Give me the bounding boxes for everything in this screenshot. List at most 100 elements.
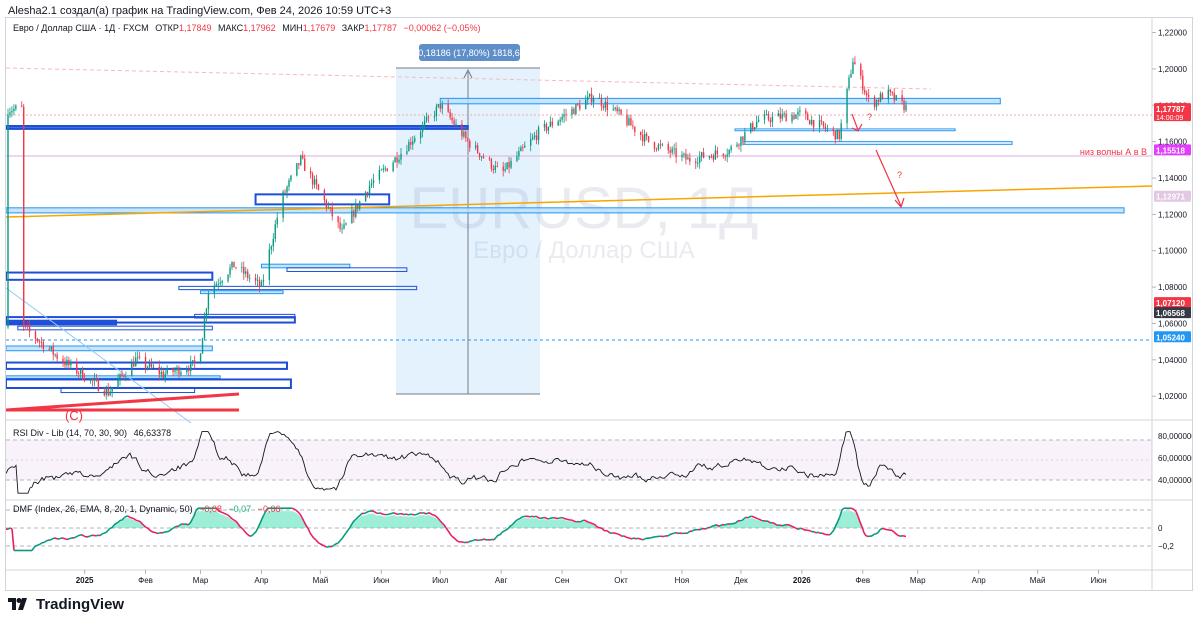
candle[interactable] bbox=[64, 357, 66, 369]
candle[interactable] bbox=[632, 120, 634, 130]
candle[interactable] bbox=[355, 198, 357, 219]
candle[interactable] bbox=[889, 89, 891, 96]
candle[interactable] bbox=[172, 367, 174, 377]
candle[interactable] bbox=[203, 312, 206, 340]
candle[interactable] bbox=[193, 355, 196, 370]
candle[interactable] bbox=[645, 132, 648, 141]
rsi-line[interactable] bbox=[6, 431, 907, 494]
candle[interactable] bbox=[233, 261, 235, 268]
candle[interactable] bbox=[370, 178, 373, 189]
zone-rectangle[interactable] bbox=[6, 319, 118, 326]
candle[interactable] bbox=[659, 139, 662, 150]
candle[interactable] bbox=[439, 103, 441, 113]
candle[interactable] bbox=[879, 91, 882, 103]
candle[interactable] bbox=[797, 108, 799, 120]
wave-note-label[interactable]: низ волны А в В bbox=[1080, 147, 1147, 157]
candle[interactable] bbox=[667, 141, 669, 155]
candle[interactable] bbox=[862, 69, 864, 95]
red-arrow-1-mark[interactable]: ? bbox=[867, 112, 872, 122]
candle[interactable] bbox=[793, 112, 795, 121]
candle[interactable] bbox=[628, 114, 630, 126]
candle[interactable] bbox=[887, 84, 890, 104]
candle[interactable] bbox=[708, 155, 711, 160]
candle[interactable] bbox=[243, 261, 245, 280]
candle[interactable] bbox=[791, 112, 793, 124]
candle[interactable] bbox=[643, 129, 646, 146]
candle[interactable] bbox=[80, 368, 82, 380]
candle[interactable] bbox=[453, 117, 455, 127]
candle[interactable] bbox=[783, 111, 785, 118]
candle[interactable] bbox=[474, 141, 477, 151]
candle[interactable] bbox=[133, 356, 135, 368]
candle[interactable] bbox=[158, 360, 161, 381]
candle[interactable] bbox=[455, 118, 457, 127]
candle[interactable] bbox=[229, 264, 231, 278]
candle[interactable] bbox=[419, 126, 422, 144]
chart-canvas[interactable]: EURUSD, 1Д Евро / Доллар США 0,18186 (17… bbox=[5, 18, 1196, 590]
candle[interactable] bbox=[726, 148, 728, 163]
candle[interactable] bbox=[675, 142, 677, 164]
zone-rectangle[interactable] bbox=[6, 125, 469, 130]
zone-rectangle[interactable] bbox=[200, 290, 284, 295]
candle[interactable] bbox=[518, 146, 520, 161]
candle[interactable] bbox=[227, 274, 229, 283]
chart-legend[interactable]: Евро / Доллар США · 1Д · FXCM ОТКР1,1784… bbox=[13, 23, 481, 33]
candle[interactable] bbox=[600, 94, 603, 111]
candle[interactable] bbox=[812, 119, 815, 132]
candle[interactable] bbox=[298, 163, 300, 170]
candle[interactable] bbox=[476, 142, 479, 154]
zone-rectangle[interactable] bbox=[6, 375, 221, 379]
candle[interactable] bbox=[337, 215, 339, 229]
candle[interactable] bbox=[66, 355, 68, 370]
candle[interactable] bbox=[508, 156, 510, 174]
candle[interactable] bbox=[730, 144, 732, 153]
candle[interactable] bbox=[190, 355, 192, 376]
candle[interactable] bbox=[38, 339, 41, 348]
candle[interactable] bbox=[382, 164, 385, 173]
candle[interactable] bbox=[160, 366, 162, 381]
candle[interactable] bbox=[626, 109, 628, 128]
candle[interactable] bbox=[311, 171, 314, 190]
candle[interactable] bbox=[50, 346, 52, 352]
candle[interactable] bbox=[435, 103, 438, 122]
candle[interactable] bbox=[510, 157, 512, 170]
candle[interactable] bbox=[755, 115, 758, 129]
candle[interactable] bbox=[245, 267, 247, 278]
rsi-legend[interactable]: RSI Div - Lib (14, 70, 30, 90) 46,63378 bbox=[13, 428, 171, 438]
candle[interactable] bbox=[300, 154, 302, 167]
candle[interactable] bbox=[221, 279, 223, 287]
candle[interactable] bbox=[714, 145, 717, 160]
candle[interactable] bbox=[771, 112, 774, 128]
candle[interactable] bbox=[795, 113, 797, 120]
candle[interactable] bbox=[68, 356, 70, 370]
candle[interactable] bbox=[315, 174, 318, 190]
candle[interactable] bbox=[559, 116, 561, 126]
candle[interactable] bbox=[901, 89, 903, 105]
candle[interactable] bbox=[327, 201, 329, 210]
candle[interactable] bbox=[262, 274, 265, 287]
candle[interactable] bbox=[276, 212, 278, 228]
candle[interactable] bbox=[423, 115, 426, 130]
candle[interactable] bbox=[673, 143, 675, 155]
candle[interactable] bbox=[669, 146, 671, 159]
candle[interactable] bbox=[852, 57, 854, 75]
red-arrow-1[interactable] bbox=[851, 113, 859, 131]
candle[interactable] bbox=[186, 365, 188, 375]
candle[interactable] bbox=[480, 155, 483, 162]
candle[interactable] bbox=[620, 108, 622, 116]
candle[interactable] bbox=[437, 103, 440, 109]
candle[interactable] bbox=[579, 99, 581, 112]
candle[interactable] bbox=[341, 223, 343, 234]
candle[interactable] bbox=[304, 154, 306, 172]
candle[interactable] bbox=[421, 121, 424, 138]
candle[interactable] bbox=[95, 373, 98, 382]
candle[interactable] bbox=[410, 137, 412, 150]
candle[interactable] bbox=[406, 144, 408, 156]
candle[interactable] bbox=[757, 115, 760, 123]
candle[interactable] bbox=[630, 114, 632, 126]
pink-dashed-trendline[interactable] bbox=[5, 67, 932, 90]
zone-rectangle[interactable] bbox=[60, 386, 196, 394]
candle[interactable] bbox=[563, 108, 565, 123]
candle[interactable] bbox=[494, 160, 497, 174]
wave-label-c[interactable]: (C) bbox=[65, 408, 83, 423]
